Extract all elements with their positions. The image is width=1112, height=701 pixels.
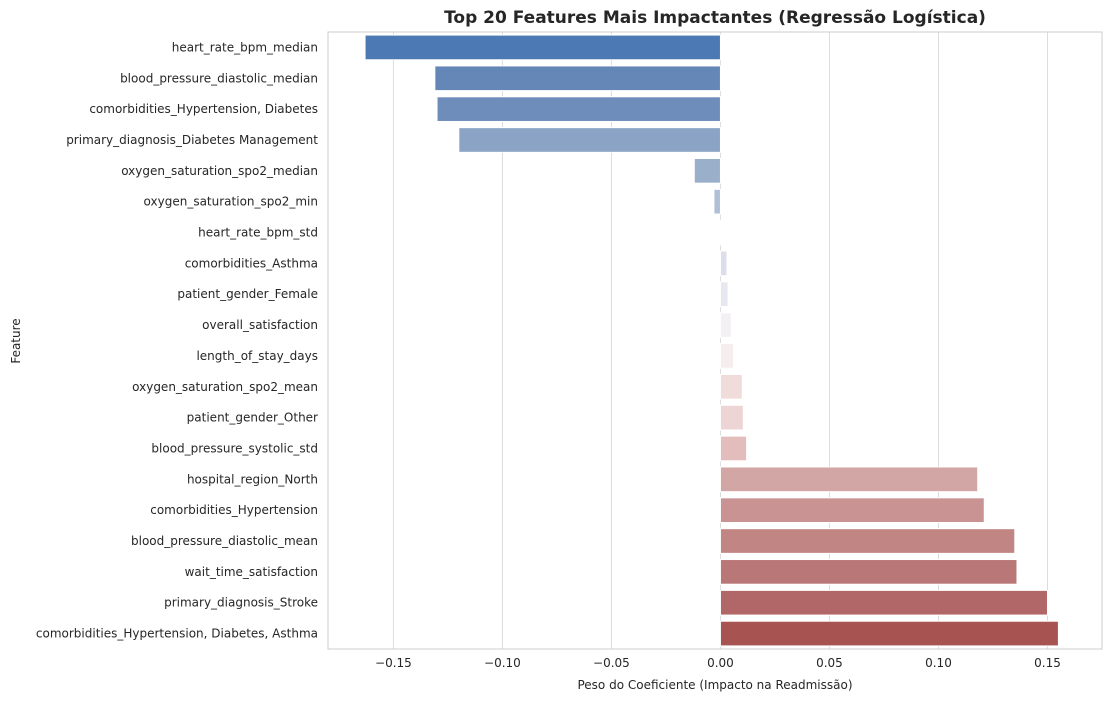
bar	[434, 65, 721, 92]
x-axis-label: Peso do Coeficiente (Impacto na Readmiss…	[577, 678, 852, 692]
bar	[719, 528, 1016, 554]
category-label: comorbidities_Hypertension, Diabetes	[89, 102, 318, 116]
bar	[719, 589, 1048, 616]
x-tick-label: 0.10	[925, 656, 952, 670]
category-label: blood_pressure_diastolic_median	[120, 71, 318, 85]
bar	[719, 559, 1018, 585]
x-tick-labels: −0.15 −0.10 −0.05 0.00 0.05 0.10 0.15	[375, 656, 1061, 670]
bar	[693, 157, 721, 184]
grid-layer	[392, 32, 1048, 649]
x-tick-label: 0.00	[707, 656, 734, 670]
category-label: oxygen_saturation_spo2_min	[144, 195, 318, 209]
category-label: oxygen_saturation_spo2_median	[121, 164, 318, 178]
bar	[719, 404, 744, 431]
category-label: patient_gender_Other	[187, 411, 318, 425]
bar	[458, 127, 721, 153]
bar	[719, 373, 743, 400]
bar	[719, 312, 732, 338]
category-label: comorbidities_Hypertension, Diabetes, As…	[36, 627, 318, 641]
plot-frame	[327, 31, 1103, 650]
category-label: patient_gender_Female	[177, 287, 318, 301]
category-label: blood_pressure_systolic_std	[151, 441, 318, 455]
category-label: hospital_region_North	[187, 472, 318, 486]
bar	[713, 188, 721, 215]
category-label: comorbidities_Hypertension	[150, 503, 318, 517]
x-tick-label: −0.10	[484, 656, 521, 670]
bar	[719, 343, 735, 369]
x-tick-label: −0.05	[593, 656, 630, 670]
bar	[719, 219, 723, 246]
category-label: comorbidities_Asthma	[185, 256, 318, 270]
category-label: overall_satisfaction	[202, 318, 318, 332]
bar	[364, 34, 721, 61]
bar	[719, 620, 1059, 647]
x-tick-label: 0.05	[816, 656, 843, 670]
bar	[719, 281, 729, 308]
x-tick-label: 0.15	[1034, 656, 1061, 670]
category-label: blood_pressure_diastolic_mean	[131, 534, 318, 548]
bar	[719, 466, 979, 493]
bar	[436, 96, 721, 122]
bar	[719, 435, 748, 462]
category-label: wait_time_satisfaction	[185, 565, 318, 579]
category-label: primary_diagnosis_Stroke	[164, 596, 318, 610]
category-label: primary_diagnosis_Diabetes Management	[66, 133, 318, 147]
bar	[719, 497, 985, 524]
bars-layer	[364, 34, 1059, 647]
y-category-labels: heart_rate_bpm_median blood_pressure_dias…	[36, 40, 318, 640]
bar	[719, 250, 728, 277]
category-label: heart_rate_bpm_median	[172, 40, 318, 54]
chart-title: Top 20 Features Mais Impactantes (Regres…	[444, 8, 986, 28]
category-label: oxygen_saturation_spo2_mean	[132, 380, 318, 394]
category-label: length_of_stay_days	[196, 349, 318, 363]
x-tick-label: −0.15	[375, 656, 412, 670]
category-label: heart_rate_bpm_std	[198, 226, 318, 240]
y-axis-label: Feature	[9, 318, 23, 363]
